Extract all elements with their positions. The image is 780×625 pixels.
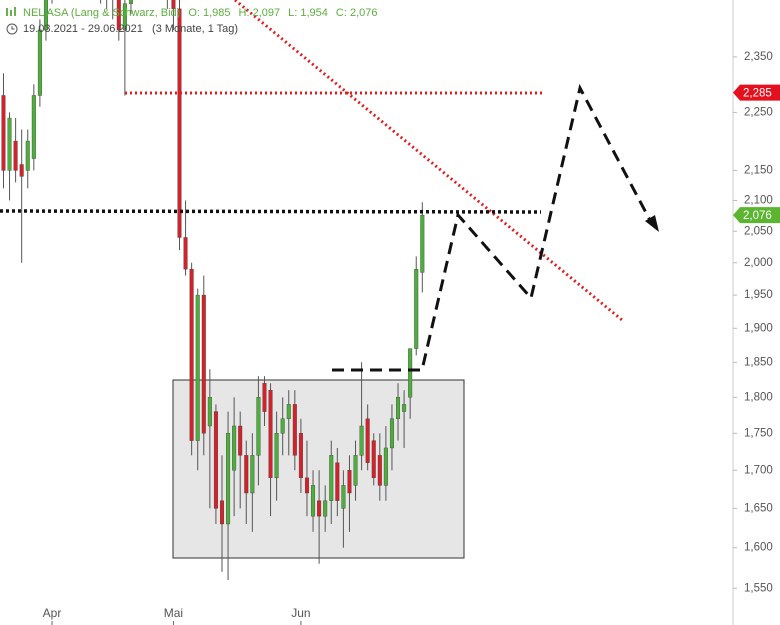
candle-body: [311, 485, 316, 517]
candle-body: [389, 418, 394, 449]
price-tag: [733, 207, 780, 224]
chart-icon: [10, 10, 12, 16]
candle-body: [268, 390, 273, 479]
y-tick-label: 1,650: [744, 502, 773, 514]
candle-body: [226, 433, 231, 525]
candles: [1, 0, 425, 581]
candle-body: [377, 455, 382, 486]
candle-body: [298, 433, 303, 479]
candle-body: [19, 164, 24, 177]
candle-body: [213, 411, 218, 509]
chart-icon: [6, 8, 8, 16]
candle-body: [262, 382, 267, 412]
candle-body: [183, 237, 188, 270]
candle-body: [365, 418, 370, 463]
candle-body: [335, 462, 340, 501]
y-tick-label: 1,700: [744, 464, 773, 476]
candle-body: [347, 470, 352, 494]
candle-body: [371, 440, 376, 479]
candle-body: [323, 500, 328, 517]
candle-body: [37, 29, 42, 96]
x-tick-label: Jun: [291, 606, 310, 620]
candle-body: [189, 268, 194, 441]
candle-body: [256, 397, 261, 456]
candle-body: [177, 8, 182, 238]
candle-body: [128, 0, 133, 4]
candle-body: [171, 0, 176, 10]
clock-icon: [11, 26, 15, 30]
chart-title: NEL ASA (Lang & Schwarz, Bid): [23, 7, 180, 19]
y-tick-label: 1,950: [744, 289, 773, 301]
candle-body: [13, 140, 18, 171]
candle-body: [207, 397, 212, 427]
candle-body: [201, 294, 206, 434]
candle-body: [329, 455, 334, 501]
chart-subtitle: 19.03.2021 - 29.06.2021 (3 Monate, 1 Tag…: [23, 23, 238, 35]
y-tick-label: 2,100: [744, 195, 773, 207]
price-tag-label: 2,285: [743, 88, 772, 100]
candle-body: [43, 0, 48, 31]
y-tick-label: 2,050: [744, 225, 773, 237]
candle-body: [353, 455, 358, 486]
y-tick-label: 2,000: [744, 257, 773, 269]
y-tick-label: 1,800: [744, 391, 773, 403]
trend-line: [234, 0, 623, 322]
candle-body: [420, 214, 425, 273]
candle-body: [25, 140, 30, 171]
price-tag-label: 2,076: [743, 210, 772, 222]
x-tick-label: Apr: [43, 606, 62, 620]
support-line: [0, 209, 542, 214]
header-stat: C: 2,076: [336, 7, 378, 19]
candle-body: [396, 397, 401, 419]
candle-body: [341, 485, 346, 509]
candle-body: [274, 433, 279, 479]
candle-body: [414, 268, 419, 349]
candle-body: [286, 404, 291, 419]
candle-body: [250, 455, 255, 494]
x-tick-label: Mai: [164, 606, 183, 620]
candle-body: [195, 294, 200, 441]
candle-body: [280, 418, 285, 434]
y-tick-label: 1,750: [744, 427, 773, 439]
price-tag: [733, 84, 780, 101]
y-tick-label: 2,150: [744, 164, 773, 176]
candle-body: [238, 425, 243, 456]
candle-body: [292, 404, 297, 456]
candle-body: [232, 425, 237, 471]
y-tick-label: 1,550: [744, 582, 773, 594]
y-tick-label: 2,350: [744, 51, 773, 63]
candle-body: [402, 404, 407, 412]
chart-icon: [14, 7, 16, 16]
clock-icon: [6, 23, 18, 35]
y-tick-label: 1,850: [744, 356, 773, 368]
y-tick-label: 1,900: [744, 322, 773, 334]
candle-body: [116, 0, 121, 31]
header-stat: L: 1,954: [288, 7, 328, 19]
candle-body: [219, 500, 224, 525]
header: NEL ASA (Lang & Schwarz, Bid) 19.03.2021…: [6, 7, 238, 35]
header-stat: H: 2,097: [239, 7, 281, 19]
candle-body: [304, 477, 309, 494]
candle-body: [383, 447, 388, 486]
candle-body: [244, 455, 249, 494]
forecast-path: [332, 83, 654, 372]
header-stat: O: 1,985: [188, 7, 230, 19]
candle-body: [31, 95, 36, 159]
y-tick-label: 1,600: [744, 542, 773, 554]
candle-body: [317, 500, 322, 517]
candle-body: [359, 425, 364, 456]
candle-body: [7, 117, 12, 171]
candle-body: [408, 348, 413, 398]
arrow-head: [645, 215, 659, 232]
y-tick-label: 2,250: [744, 106, 773, 118]
candle-body: [122, 3, 127, 31]
candle-body: [1, 95, 6, 171]
